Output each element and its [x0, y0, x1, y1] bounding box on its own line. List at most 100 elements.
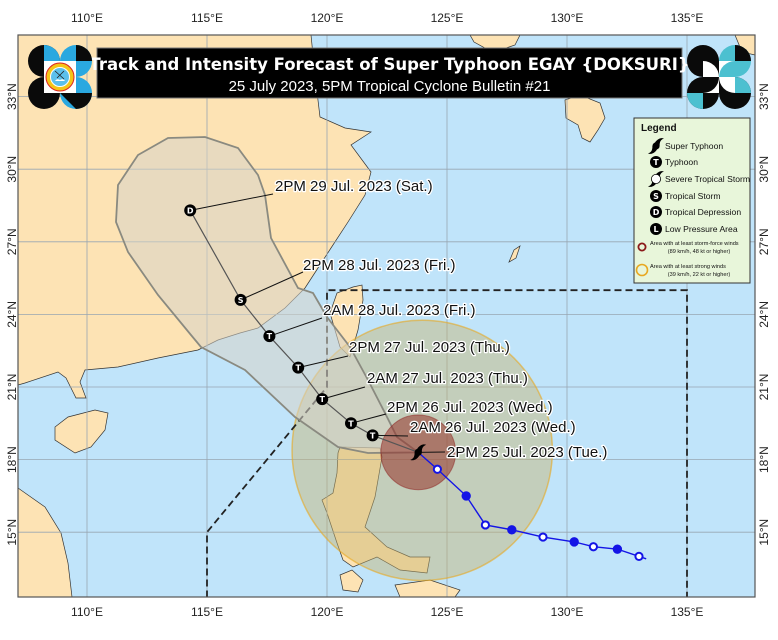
axis-labels: 110°E 110°E 115°E 115°E 120°E 120°E 125°E 125°E… [5, 11, 771, 619]
lon-label: 110°E [71, 605, 103, 619]
svg-text:S: S [238, 296, 244, 305]
forecast-label: 2PM 25 Jul. 2023 (Tue.) [447, 444, 607, 461]
cyclone-symbol-t-icon: T [263, 330, 276, 343]
label-leader-line [190, 193, 274, 211]
map-title: Track and Intensity Forecast of Super Ty… [89, 55, 689, 74]
label-leaders [190, 193, 446, 453]
dost-logo [687, 45, 751, 109]
lat-label: 21°N [757, 374, 771, 401]
label-leader-line [240, 271, 304, 301]
legend-wind-area-line2: (89 km/h, 48 kt or higher) [668, 249, 731, 255]
legend-wind-area-line1: Area with at least strong winds [650, 264, 726, 270]
legend-item-label: Low Pressure Area [665, 224, 738, 234]
legend-item-label: Super Typhoon [665, 141, 723, 151]
lat-label: 24°N [757, 301, 771, 328]
past-track-point [507, 525, 517, 535]
svg-text:T: T [267, 332, 273, 341]
lon-label: 115°E [191, 605, 223, 619]
forecast-label: 2PM 29 Jul. 2023 (Sat.) [275, 178, 433, 195]
land-mindoro [339, 569, 364, 593]
forecast-label: 2AM 28 Jul. 2023 (Fri.) [323, 302, 476, 319]
strong-wind-area-icon [635, 263, 649, 277]
lon-label: 110°E [71, 11, 103, 25]
past-track-point [480, 520, 490, 530]
lon-label: 135°E [671, 605, 704, 619]
title-block: Track and Intensity Forecast of Super Ty… [89, 47, 690, 99]
land-kyushu [564, 94, 606, 143]
legend-item-label: Severe Tropical Storm [665, 174, 750, 184]
svg-text:S: S [653, 192, 659, 201]
lat-label: 33°N [5, 83, 19, 110]
lon-label: 130°E [551, 605, 584, 619]
label-leader-line [322, 386, 366, 400]
low-pressure-area-icon: L [650, 223, 662, 235]
typhoon-icon: T [650, 156, 662, 168]
legend-item-label: Typhoon [665, 157, 698, 167]
legend-wind-area-line2: (39 km/h, 22 kt or higher) [668, 272, 731, 278]
lat-label: 27°N [757, 228, 771, 255]
cyclone-symbol-t-icon: T [292, 361, 305, 374]
forecast-label: 2PM 27 Jul. 2023 (Thu.) [349, 339, 510, 356]
cyclone-symbol-t-icon: T [366, 429, 379, 442]
svg-text:D: D [653, 208, 660, 217]
pagasa-logo [28, 45, 92, 109]
lat-label: 15°N [757, 519, 771, 546]
label-leader-line [298, 355, 349, 369]
severe-tropical-storm-icon [648, 171, 664, 187]
svg-text:T: T [348, 419, 354, 428]
past-track-points [432, 464, 644, 562]
lon-label: 135°E [671, 11, 704, 25]
svg-text:T: T [295, 364, 301, 373]
lon-label: 120°E [311, 605, 344, 619]
past-track-point [538, 532, 548, 542]
forecast-label: 2PM 28 Jul. 2023 (Fri.) [303, 257, 456, 274]
legend: Legend Super Typhoon T Typhoon Severe Tropi… [633, 117, 751, 284]
forecast-labels: 2PM 25 Jul. 2023 (Tue.) 2AM 26 Jul. 2023 … [274, 177, 609, 463]
forecast-label: 2PM 26 Jul. 2023 (Wed.) [387, 399, 553, 416]
svg-text:L: L [653, 225, 658, 234]
lon-label: 125°E [431, 11, 464, 25]
lat-label: 30°N [757, 156, 771, 183]
lat-label: 30°N [5, 156, 19, 183]
tropical-depression-icon: D [650, 206, 662, 218]
forecast-track-points: T T T T T S D [184, 204, 427, 461]
cyclone-symbol-d-icon: D [184, 204, 197, 217]
lat-label: 18°N [5, 446, 19, 473]
legend-item-label: Tropical Storm [665, 191, 721, 201]
lat-label: 18°N [757, 446, 771, 473]
lon-label: 115°E [191, 11, 223, 25]
lon-label: 120°E [311, 11, 344, 25]
forecast-label: 2AM 27 Jul. 2023 (Thu.) [367, 370, 528, 387]
past-track-point [612, 544, 623, 554]
past-track-point [432, 464, 442, 474]
lat-label: 33°N [757, 83, 771, 110]
lat-label: 24°N [5, 301, 19, 328]
label-leader-line [350, 413, 387, 424]
cyclone-symbol-s-icon: S [234, 293, 247, 306]
legend-item-label: Tropical Depression [665, 207, 741, 217]
lon-label: 125°E [431, 605, 464, 619]
land-hainan [54, 409, 109, 454]
label-leader-line [269, 317, 323, 337]
cyclone-symbol-t-icon: T [345, 417, 357, 430]
lat-label: 15°N [5, 519, 19, 546]
tropical-storm-icon: S [650, 190, 662, 202]
map-frame [17, 34, 756, 598]
legend-title: Legend [641, 123, 677, 134]
land-okinawa [508, 245, 521, 263]
svg-text:T: T [653, 158, 659, 167]
land-luzon [321, 446, 431, 574]
svg-text:D: D [187, 206, 194, 215]
storm-force-area-icon [637, 242, 647, 252]
lat-label: 21°N [5, 374, 19, 401]
land-vietnam [18, 487, 73, 597]
svg-text:T: T [319, 395, 325, 404]
past-track-point [588, 542, 599, 552]
forecast-label: 2AM 26 Jul. 2023 (Wed.) [410, 419, 576, 436]
cyclone-symbol-t-icon: T [316, 393, 329, 406]
svg-text:T: T [370, 431, 376, 440]
past-track-point [634, 551, 644, 562]
legend-wind-area-line1: Area with at least storm-force winds [650, 241, 739, 247]
